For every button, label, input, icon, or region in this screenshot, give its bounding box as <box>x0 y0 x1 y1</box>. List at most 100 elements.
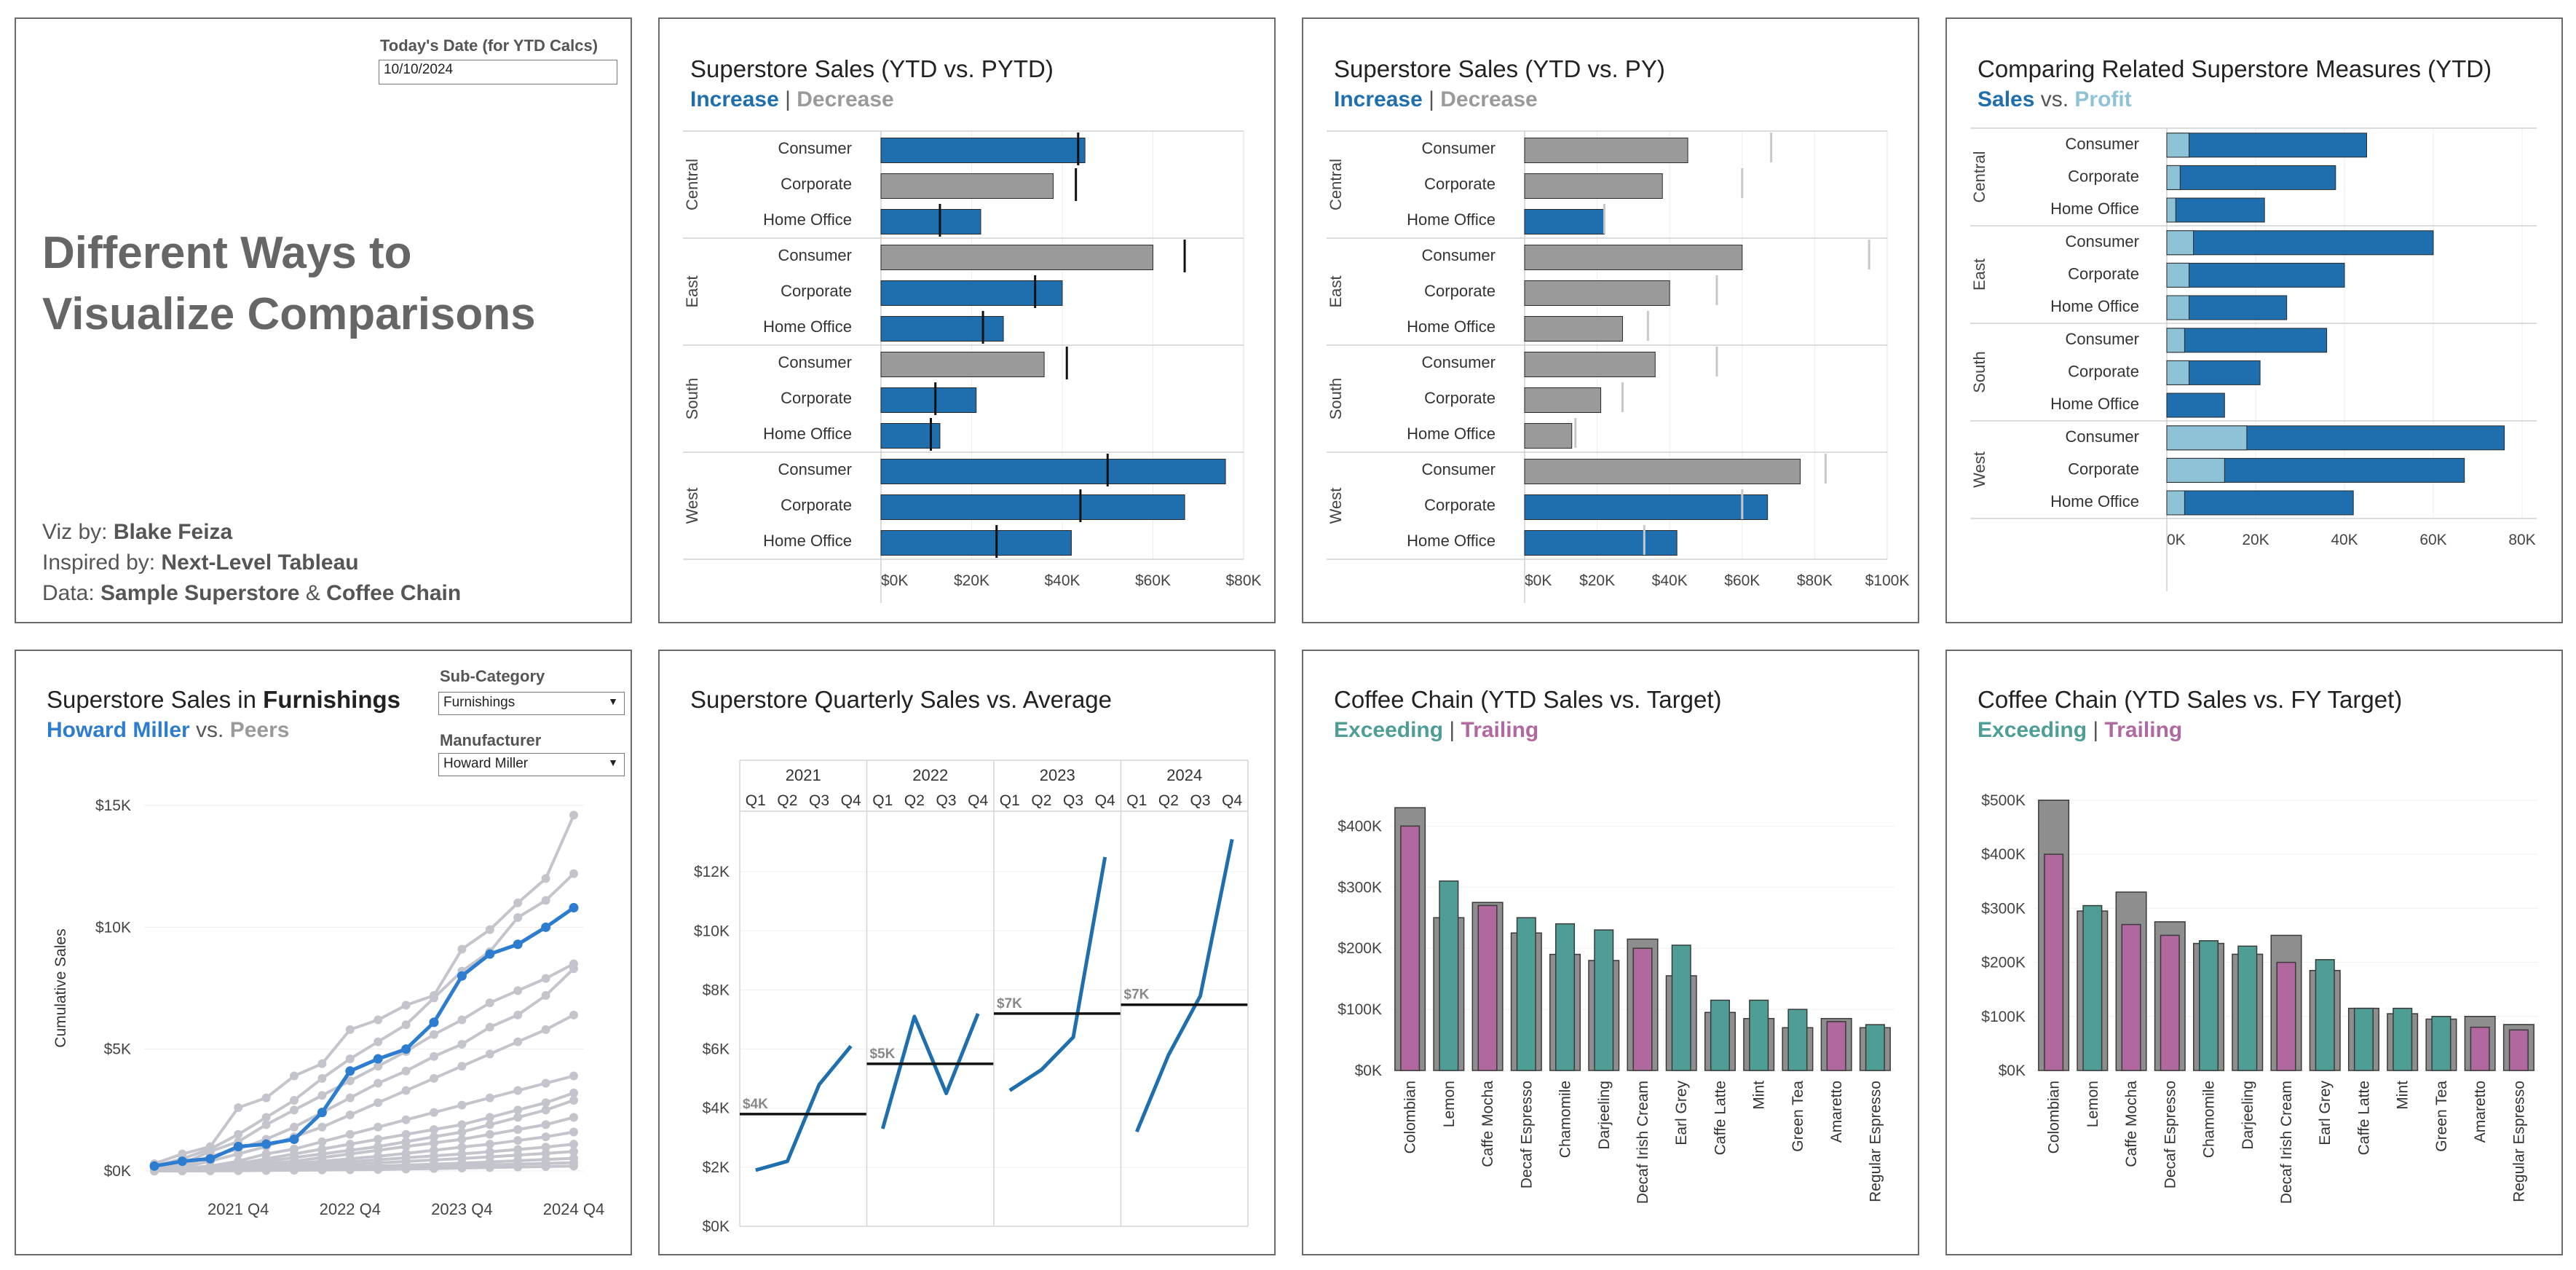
peer-point <box>430 1030 438 1039</box>
peer-point <box>290 1071 299 1081</box>
segment-label: Corporate <box>781 389 852 407</box>
panel-legend: Increase | Decrease <box>1334 87 1538 112</box>
segment-label: Home Office <box>1407 532 1496 550</box>
peer-point <box>374 1062 383 1071</box>
year-label: 2022 <box>912 766 948 784</box>
bar-ytd <box>1524 316 1623 342</box>
peer-point <box>261 1166 271 1175</box>
x-tick-label: 60K <box>2419 532 2446 548</box>
segment-label: Corporate <box>1424 496 1496 514</box>
manufacturer-dropdown[interactable]: Howard Miller ▼ <box>438 753 625 776</box>
peer-point <box>430 1073 438 1083</box>
peer-point <box>541 1105 550 1115</box>
y-tick-label: $15K <box>95 797 131 814</box>
peer-point <box>541 1078 550 1088</box>
bar-chart-sales-vs-profit: 0K 20K 40K 60K 80K Central Consumer Corporate Ho… <box>1970 127 2537 591</box>
peer-point <box>457 1120 467 1129</box>
x-tick-label: $60K <box>1135 572 1171 589</box>
bar-sales <box>2276 961 2296 1071</box>
panel-furnishings: Superstore Sales in Furnishings Howard M… <box>15 650 632 1255</box>
highlight-point <box>401 1044 411 1054</box>
peer-point <box>401 1129 411 1139</box>
peer-point <box>569 1095 578 1105</box>
category-label: Colombian <box>1402 1081 1419 1153</box>
peer-point <box>345 1025 355 1034</box>
segment-label: Consumer <box>1422 139 1496 157</box>
segment-label: Home Office <box>2050 492 2139 510</box>
peer-point <box>485 1163 494 1172</box>
peer-point <box>430 993 438 1003</box>
date-field[interactable]: 10/10/2024 <box>379 60 617 84</box>
segment-label: Consumer <box>778 353 852 371</box>
average-label: $7K <box>997 996 1022 1011</box>
panel-quarterly-vs-average: Superstore Quarterly Sales vs. Average $… <box>658 650 1276 1255</box>
category-label: Lemon <box>1441 1081 1458 1127</box>
peer-point <box>541 1161 550 1171</box>
peer-point <box>374 1098 383 1108</box>
y-tick-label: $400K <box>1338 818 1382 835</box>
x-tick-label: 2022 Q4 <box>320 1200 381 1218</box>
peer-point <box>569 1147 578 1156</box>
y-tick-label: $10K <box>694 923 730 939</box>
panel-coffee-vs-fy-target: Coffee Chain (YTD Sales vs. FY Target) E… <box>1945 650 2563 1255</box>
peer-point <box>457 1143 467 1152</box>
peer-point <box>317 1137 327 1146</box>
quarter-label: Q1 <box>1126 792 1147 809</box>
bar-sales <box>1439 880 1459 1071</box>
y-tick-label: $8K <box>703 982 730 998</box>
category-label: Chamomile <box>2201 1081 2218 1158</box>
subcategory-dropdown[interactable]: Furnishings ▼ <box>438 692 625 715</box>
peer-point <box>430 1052 438 1061</box>
peer-point <box>374 1164 383 1174</box>
bar-sales <box>2166 165 2336 190</box>
category-label: Earl Grey <box>1673 1081 1690 1145</box>
peer-point <box>290 1095 299 1105</box>
panel-legend: Exceeding | Trailing <box>1334 718 1538 743</box>
y-tick-label: $0K <box>1355 1062 1382 1079</box>
x-tick-label: 2024 Q4 <box>543 1200 604 1218</box>
inspired-name: Next-Level Tableau <box>161 551 359 575</box>
data-source-a: Sample Superstore <box>100 581 300 605</box>
legend-trailing: Trailing <box>2104 718 2183 742</box>
segment-label: Consumer <box>1422 460 1496 478</box>
x-tick-label: 2021 Q4 <box>208 1200 269 1218</box>
page-title-line2: Visualize Comparisons <box>42 289 536 339</box>
category-label: Lemon <box>2085 1081 2101 1127</box>
bar-sales <box>1477 904 1498 1071</box>
intro-panel: Today's Date (for YTD Calcs) 10/10/2024 … <box>15 17 632 623</box>
peer-point <box>317 1122 327 1132</box>
bar-sales <box>1787 1009 1808 1071</box>
legend-highlight: Howard Miller <box>47 718 190 742</box>
panel-sales-vs-profit: Comparing Related Superstore Measures (Y… <box>1945 17 2563 623</box>
category-label: Decaf Irish Cream <box>1635 1081 1651 1204</box>
highlight-point <box>149 1161 159 1171</box>
bar-sales <box>2431 1016 2451 1071</box>
peer-point <box>569 964 578 974</box>
peer-point <box>541 1098 550 1108</box>
bar-sales <box>1400 825 1421 1071</box>
bar-ytd <box>880 173 1054 199</box>
bar-sales <box>2044 853 2064 1071</box>
chevron-down-icon: ▼ <box>608 695 618 707</box>
chevron-down-icon: ▼ <box>608 757 618 768</box>
category-label: Green Tea <box>1790 1081 1806 1152</box>
peer-point <box>569 1161 578 1171</box>
region-label: East <box>1327 275 1345 307</box>
bar-sales <box>2166 262 2345 288</box>
bar-sales <box>2199 940 2219 1071</box>
quarter-label: Q3 <box>1063 792 1083 809</box>
y-tick-label: $100K <box>1338 1001 1382 1018</box>
peer-point <box>541 1025 550 1034</box>
highlight-point <box>345 1066 355 1076</box>
peer-point <box>513 1010 523 1019</box>
peer-point <box>569 1113 578 1122</box>
x-tick-label: $20K <box>954 572 989 589</box>
peer-point <box>234 1149 243 1159</box>
highlight-point <box>429 1017 439 1028</box>
panel-ytd-vs-pytd: Superstore Sales (YTD vs. PYTD) Increase… <box>658 17 1276 623</box>
quarter-label: Q3 <box>1190 792 1211 809</box>
peer-point <box>345 1093 355 1103</box>
quarter-label: Q2 <box>1031 792 1051 809</box>
peer-point <box>457 1127 467 1137</box>
average-label: $7K <box>1124 987 1150 1003</box>
